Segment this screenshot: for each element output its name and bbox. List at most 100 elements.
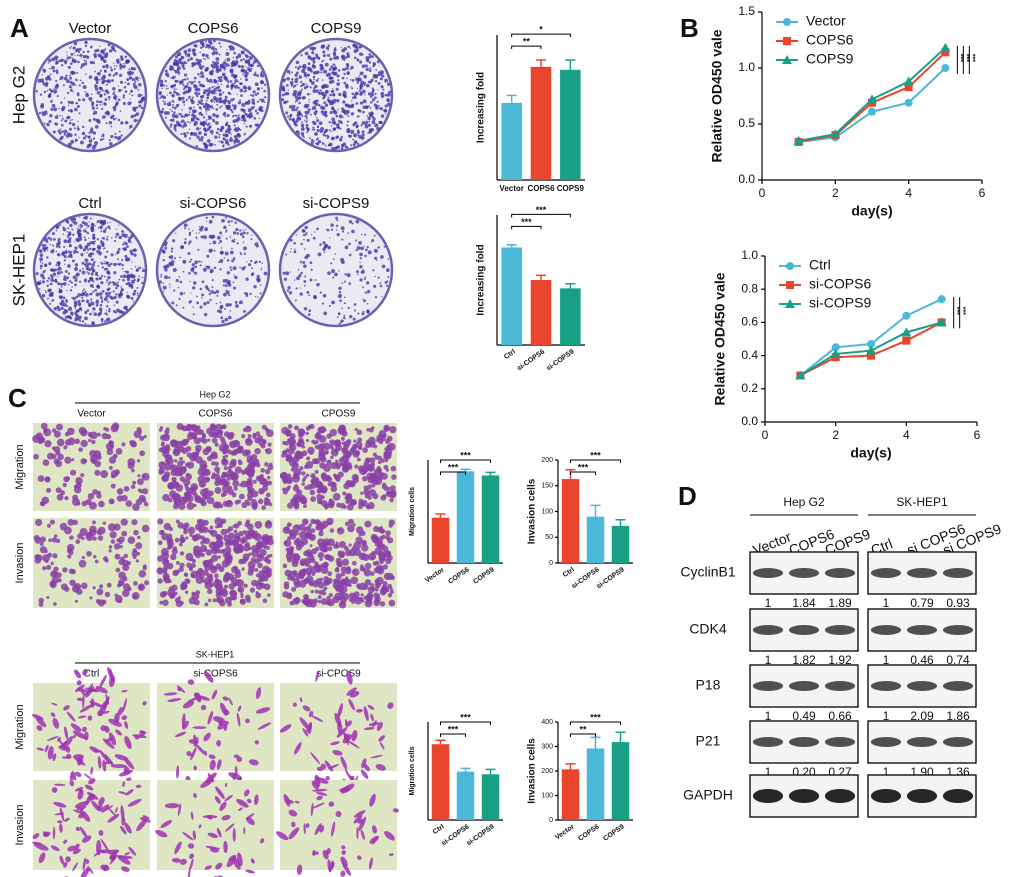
cell	[331, 821, 336, 837]
cell	[125, 789, 134, 796]
colony	[78, 244, 83, 248]
colony	[180, 115, 184, 118]
cell	[101, 432, 109, 440]
cell	[382, 564, 388, 570]
cell	[82, 726, 87, 733]
colony	[308, 99, 311, 101]
colony	[185, 98, 188, 101]
colony	[137, 278, 140, 281]
colony	[294, 73, 298, 77]
colony	[215, 65, 220, 69]
colony	[335, 229, 338, 231]
cell	[211, 689, 218, 700]
colony	[46, 122, 50, 127]
colony	[119, 110, 122, 112]
cell	[36, 725, 43, 731]
cell	[385, 468, 390, 472]
colony	[213, 49, 215, 52]
colony	[66, 289, 68, 292]
cell	[193, 599, 200, 606]
colony	[63, 239, 68, 244]
colony	[323, 311, 328, 316]
colony	[239, 229, 242, 232]
colony	[292, 105, 296, 109]
colony	[132, 294, 135, 296]
colony	[47, 94, 51, 98]
colony	[92, 236, 96, 240]
cell	[107, 523, 116, 532]
colony	[254, 82, 259, 87]
colony	[250, 67, 253, 70]
colony	[203, 267, 207, 272]
colony	[346, 77, 348, 80]
colony	[288, 291, 293, 295]
cell	[34, 554, 40, 560]
colony	[74, 302, 78, 307]
cell	[139, 489, 144, 494]
colony	[117, 281, 119, 284]
cell	[163, 558, 170, 565]
colony	[84, 258, 89, 262]
cell	[301, 482, 305, 486]
colony	[47, 297, 49, 300]
colony	[234, 139, 238, 143]
colony	[221, 319, 225, 324]
column-label: si-COPS6	[180, 195, 247, 212]
colony	[357, 134, 360, 137]
colony	[112, 281, 117, 286]
colony	[324, 103, 329, 107]
colony	[252, 105, 255, 108]
colony	[240, 101, 242, 103]
colony	[90, 298, 93, 301]
cell	[264, 539, 268, 543]
colony	[43, 122, 46, 125]
cell	[200, 540, 205, 545]
cell	[238, 493, 245, 500]
colony	[374, 96, 377, 100]
colony	[346, 124, 349, 127]
cell	[184, 590, 189, 594]
colony	[46, 90, 49, 92]
colony	[377, 73, 381, 77]
colony	[318, 121, 323, 126]
cell	[344, 549, 352, 557]
colony	[45, 291, 47, 294]
cell	[142, 701, 147, 706]
colony	[209, 268, 214, 273]
colony	[309, 79, 313, 83]
cell	[205, 445, 212, 453]
cell	[34, 536, 42, 544]
cell	[163, 564, 169, 570]
colony	[256, 74, 259, 78]
colony	[189, 98, 194, 102]
cell	[376, 465, 381, 471]
colony	[94, 70, 96, 73]
colony	[367, 80, 370, 83]
cell	[187, 866, 191, 877]
cell	[207, 832, 218, 839]
colony	[91, 240, 96, 245]
colony	[249, 292, 252, 296]
cell	[252, 434, 257, 440]
colony	[129, 249, 133, 253]
cell	[53, 446, 61, 453]
colony	[205, 77, 209, 80]
colony	[82, 98, 86, 102]
cell	[86, 550, 92, 557]
cell	[363, 706, 369, 722]
colony	[106, 279, 109, 282]
colony	[346, 120, 350, 123]
colony	[376, 259, 378, 262]
colony	[312, 100, 317, 105]
colony	[76, 309, 80, 313]
x-tick-label: Vector	[499, 184, 523, 193]
colony	[358, 75, 361, 77]
cell	[209, 525, 214, 530]
cell	[128, 846, 137, 856]
colony	[213, 47, 216, 50]
cell	[52, 753, 57, 762]
colony	[159, 79, 164, 84]
colony	[95, 292, 100, 297]
cell	[136, 819, 147, 832]
colony	[218, 140, 220, 143]
